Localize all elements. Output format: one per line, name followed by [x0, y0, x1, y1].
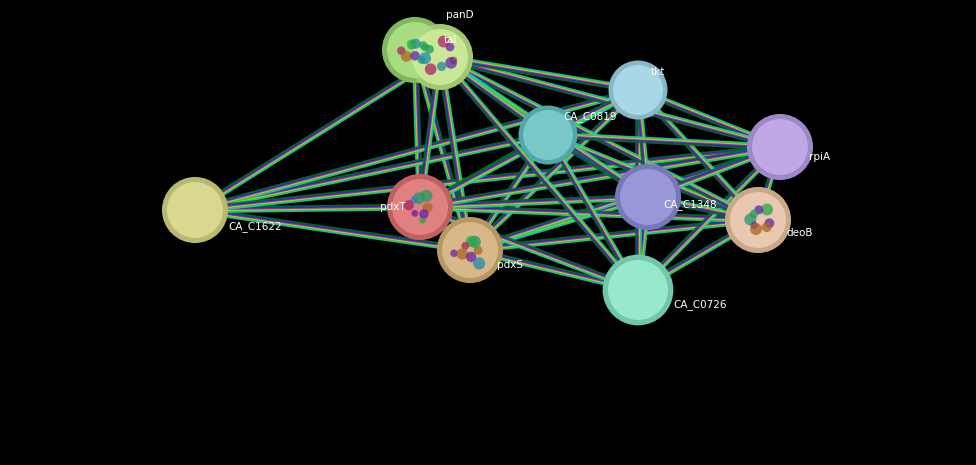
Circle shape: [413, 192, 425, 204]
Circle shape: [473, 246, 482, 255]
Circle shape: [602, 255, 673, 326]
Circle shape: [752, 119, 808, 175]
Circle shape: [747, 114, 813, 180]
Circle shape: [523, 110, 573, 160]
Circle shape: [761, 222, 772, 232]
Circle shape: [437, 35, 450, 47]
Circle shape: [725, 187, 791, 253]
Circle shape: [450, 57, 458, 64]
Circle shape: [751, 223, 762, 235]
Circle shape: [412, 29, 468, 85]
Circle shape: [608, 260, 668, 320]
Circle shape: [518, 106, 578, 165]
Text: CA_C0819: CA_C0819: [563, 112, 617, 122]
Circle shape: [425, 63, 436, 75]
Circle shape: [420, 209, 428, 219]
Circle shape: [473, 257, 485, 270]
Text: CA_C0726: CA_C0726: [673, 299, 727, 311]
Circle shape: [419, 41, 427, 49]
Circle shape: [404, 200, 414, 210]
Text: pdxS: pdxS: [497, 260, 523, 270]
Circle shape: [466, 236, 477, 247]
Text: tal: tal: [443, 35, 457, 45]
Text: rpiA: rpiA: [809, 152, 831, 162]
Circle shape: [613, 65, 663, 115]
Circle shape: [466, 252, 476, 262]
Circle shape: [437, 62, 446, 71]
Circle shape: [410, 51, 420, 60]
Circle shape: [450, 250, 458, 257]
Circle shape: [419, 217, 427, 224]
Circle shape: [421, 190, 432, 202]
Circle shape: [446, 43, 455, 51]
Circle shape: [412, 210, 419, 217]
Circle shape: [745, 213, 756, 226]
Circle shape: [425, 45, 434, 54]
Circle shape: [457, 248, 468, 260]
Circle shape: [167, 182, 223, 238]
Circle shape: [382, 17, 448, 83]
Circle shape: [761, 204, 773, 215]
Circle shape: [407, 40, 417, 50]
Text: CA_C1348: CA_C1348: [663, 199, 716, 211]
Circle shape: [754, 206, 763, 214]
Circle shape: [620, 169, 676, 225]
Circle shape: [468, 236, 481, 248]
Circle shape: [421, 43, 429, 51]
Circle shape: [407, 24, 473, 90]
Circle shape: [401, 51, 412, 62]
Circle shape: [423, 203, 432, 213]
Text: CA_C1622: CA_C1622: [228, 221, 282, 232]
Circle shape: [411, 196, 418, 204]
Circle shape: [608, 60, 668, 120]
Circle shape: [445, 57, 457, 69]
Text: panD: panD: [446, 10, 473, 20]
Circle shape: [751, 222, 758, 229]
Circle shape: [162, 177, 228, 243]
Circle shape: [442, 222, 498, 278]
Text: deoB: deoB: [787, 228, 813, 238]
Circle shape: [462, 242, 469, 250]
Circle shape: [411, 39, 421, 49]
Circle shape: [386, 174, 453, 240]
Circle shape: [764, 218, 774, 228]
Text: tkt: tkt: [651, 67, 666, 77]
Circle shape: [419, 52, 431, 64]
Circle shape: [615, 164, 681, 230]
Circle shape: [387, 22, 443, 78]
Circle shape: [437, 217, 503, 283]
Circle shape: [392, 179, 448, 235]
Text: pdxT: pdxT: [381, 202, 406, 212]
Circle shape: [730, 192, 786, 248]
Circle shape: [418, 56, 426, 64]
Circle shape: [750, 210, 758, 218]
Circle shape: [397, 46, 405, 55]
